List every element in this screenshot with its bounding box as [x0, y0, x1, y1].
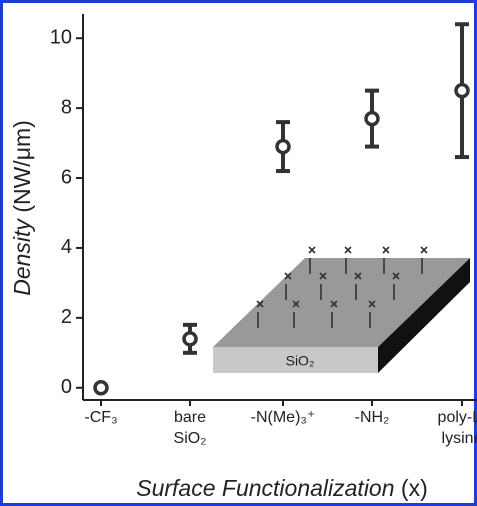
- x-tick-label: -N(Me)₃⁺: [251, 409, 316, 426]
- point: [93, 380, 109, 396]
- molecule: [382, 246, 390, 274]
- molecule: [354, 272, 362, 300]
- molecule: [368, 300, 376, 328]
- molecule: [292, 300, 300, 328]
- y-tick-label: 10: [50, 26, 72, 48]
- x-label-suffix: (x): [395, 475, 428, 501]
- y-label-unit: (NW/μm): [9, 120, 35, 219]
- molecule: [344, 246, 352, 274]
- molecule: [284, 272, 292, 300]
- x-axis-label: Surface Functionalization (x): [136, 475, 427, 501]
- molecule: [420, 246, 428, 274]
- point: [364, 110, 380, 127]
- inset-label: SiO₂: [286, 353, 315, 369]
- inset-diagram: [213, 246, 470, 373]
- x-tick-label: bare: [174, 409, 206, 426]
- point: [454, 82, 470, 99]
- y-tick-label: 4: [61, 236, 72, 258]
- molecule: [308, 246, 316, 274]
- molecule: [330, 300, 338, 328]
- x-label-main: Surface Functionalization: [136, 475, 394, 501]
- y-tick-label: 0: [61, 376, 72, 398]
- molecule: [392, 272, 400, 300]
- slab-side: [378, 258, 470, 373]
- molecules: [256, 246, 428, 328]
- point: [182, 331, 198, 347]
- x-tick-label: poly-L-: [438, 409, 477, 426]
- y-tick-label: 8: [61, 96, 72, 118]
- x-tick-label: -CF₃: [84, 409, 117, 426]
- x-tick-label: lysine: [442, 430, 477, 447]
- y-tick-label: 6: [61, 166, 72, 188]
- y-label-main: Density: [9, 218, 35, 296]
- molecule: [319, 272, 327, 300]
- y-axis-label: Density (NW/μm): [9, 120, 35, 296]
- x-tick-label: -NH₂: [355, 409, 390, 426]
- slab-top: [213, 258, 470, 347]
- x-tick-label: SiO₂: [174, 430, 207, 447]
- y-tick-label: 2: [61, 306, 72, 328]
- point: [275, 138, 291, 155]
- molecule: [256, 300, 264, 328]
- slab-front: [213, 347, 378, 373]
